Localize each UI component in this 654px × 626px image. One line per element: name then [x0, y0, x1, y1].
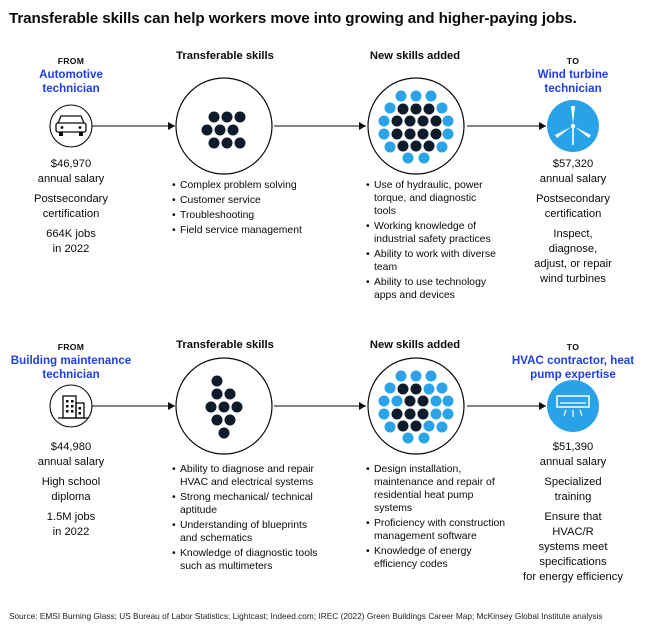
from-education-line2: certification	[42, 208, 100, 220]
to-salary: $51,390	[552, 441, 594, 453]
to-education-line2: certification	[544, 208, 602, 220]
building-icon	[49, 384, 93, 428]
row1-to-role: Wind turbine technician	[537, 68, 609, 95]
row1-to-label: TO	[566, 56, 580, 66]
row1-transferable-list: Complex problem solving Customer service…	[172, 180, 322, 240]
to-training-line2: training	[554, 491, 592, 503]
row1-transferable-circle	[175, 77, 273, 175]
car-icon	[49, 104, 93, 148]
to-duty-line4: specifications	[539, 556, 607, 568]
row2-arrow-3	[539, 402, 546, 410]
to-salary-label: annual salary	[539, 173, 607, 185]
list-item: Field service management	[172, 225, 322, 238]
row2-transferable-circle	[175, 357, 273, 455]
row1-new-list: Use of hydraulic, power torque, and diag…	[366, 180, 500, 305]
row2-to-label: TO	[566, 342, 580, 352]
from-salary: $46,970	[50, 158, 92, 170]
row1-from-stats: $46,970 annual salary Postsecondary cert…	[10, 157, 132, 257]
row2-transferable-head: Transferable skills	[176, 339, 274, 351]
from-jobs-year: in 2022	[52, 243, 90, 255]
row2-from-stats: $44,980 annual salary High school diplom…	[10, 440, 132, 540]
row1-new-skills-circle	[367, 77, 465, 175]
air-conditioner-icon	[547, 380, 599, 432]
to-salary: $57,320	[552, 158, 594, 170]
from-education: High school	[41, 476, 101, 488]
list-item: Troubleshooting	[172, 210, 322, 223]
row1-to-stats: $57,320 annual salary Postsecondary cert…	[505, 157, 641, 287]
row1-arrow-3	[539, 122, 546, 130]
list-item: Customer service	[172, 195, 322, 208]
from-jobs: 664K jobs	[46, 228, 96, 240]
to-duty-line4: wind turbines	[540, 273, 606, 285]
row2-to-role: HVAC contractor, heat pump expertise	[511, 354, 635, 381]
row1-from-role: Automotive technician	[39, 68, 103, 95]
from-education: Postsecondary	[33, 193, 108, 205]
row2-from-role: Building maintenance technician	[10, 354, 132, 381]
to-duty-line5: for energy efficiency	[523, 571, 623, 583]
row1-from-label: FROM	[57, 56, 85, 66]
to-duty-line2: diagnose,	[548, 243, 598, 255]
row2-arrow-1	[168, 402, 175, 410]
to-duty-line1: Ensure that	[544, 511, 602, 523]
row2-to-stats: $51,390 annual salary Specialized traini…	[505, 440, 641, 585]
row1-arrow-1	[168, 122, 175, 130]
from-jobs: 1.5M jobs	[46, 511, 96, 523]
to-duty-line2: HVAC/R	[552, 526, 594, 538]
from-salary: $44,980	[50, 441, 92, 453]
row2-new-skills-circle	[367, 357, 465, 455]
list-item: Ability to work with diverse team	[366, 249, 500, 275]
row2-new-list: Design installation, maintenance and rep…	[366, 464, 506, 574]
list-item: Working knowledge of industrial safety p…	[366, 221, 500, 247]
list-item: Complex problem solving	[172, 180, 322, 193]
row1-transferable-head: Transferable skills	[176, 50, 274, 62]
to-duty-line3: adjust, or repair	[534, 258, 612, 270]
list-item: Use of hydraulic, power torque, and diag…	[366, 180, 500, 219]
list-item: Design installation, maintenance and rep…	[366, 464, 506, 516]
row2-arrow-2	[359, 402, 366, 410]
list-item: Ability to use technology apps and devic…	[366, 277, 500, 303]
to-education: Postsecondary	[535, 193, 610, 205]
from-jobs-year: in 2022	[52, 526, 90, 538]
list-item: Knowledge of energy efficiency codes	[366, 546, 506, 572]
row1-new-head: New skills added	[369, 50, 461, 62]
row1-arrow-2	[359, 122, 366, 130]
to-duty-line1: Inspect,	[553, 228, 593, 240]
to-training: Specialized	[544, 476, 602, 488]
row2-from-label: FROM	[57, 342, 85, 352]
from-education-line2: diploma	[51, 491, 91, 503]
list-item: Strong mechanical/ technical aptitude	[172, 492, 318, 518]
list-item: Ability to diagnose and repair HVAC and …	[172, 464, 318, 490]
from-salary-label: annual salary	[37, 456, 105, 468]
to-salary-label: annual salary	[539, 456, 607, 468]
source-note: Source: EMSI Burning Glass; US Bureau of…	[9, 611, 603, 621]
from-salary-label: annual salary	[37, 173, 105, 185]
list-item: Knowledge of diagnostic tools such as mu…	[172, 548, 318, 574]
list-item: Understanding of blueprints and schemati…	[172, 520, 318, 546]
list-item: Proficiency with construction management…	[366, 518, 506, 544]
page-title: Transferable skills can help workers mov…	[9, 10, 577, 27]
to-duty-line3: systems meet	[538, 541, 608, 553]
row2-transferable-list: Ability to diagnose and repair HVAC and …	[172, 464, 318, 576]
wind-turbine-icon	[547, 100, 599, 152]
row2-new-head: New skills added	[369, 339, 461, 351]
